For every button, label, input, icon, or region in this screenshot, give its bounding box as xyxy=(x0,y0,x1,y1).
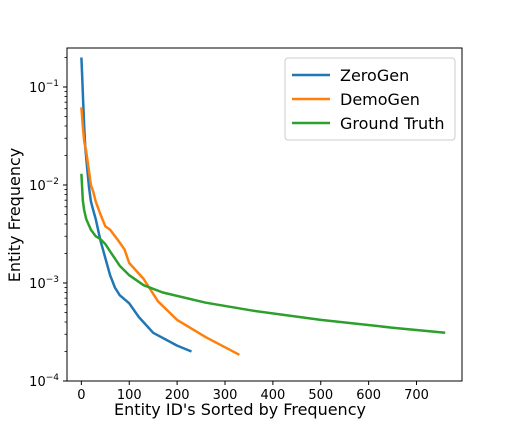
x-tick-label: 400 xyxy=(260,388,285,403)
y-tick-label: 10−1 xyxy=(29,79,59,96)
y-tick-label: 10−3 xyxy=(29,275,59,292)
x-tick-label: 200 xyxy=(165,388,190,403)
x-tick-label: 0 xyxy=(77,388,85,403)
series-line-ground-truth xyxy=(80,173,446,335)
legend-label-zerogen: ZeroGen xyxy=(340,66,409,85)
legend: ZeroGen DemoGen Ground Truth xyxy=(284,57,456,141)
x-tick-label: 600 xyxy=(356,388,381,403)
y-axis-title: Entity Frequency xyxy=(5,148,24,282)
legend-label-demogen: DemoGen xyxy=(340,90,420,109)
y-tick-label: 10−4 xyxy=(29,373,59,390)
legend-label-ground-truth: Ground Truth xyxy=(340,114,445,133)
series-line-demogen xyxy=(80,107,240,356)
x-tick-label: 300 xyxy=(213,388,238,403)
x-tick-label: 100 xyxy=(117,388,142,403)
y-axis-ticks: 10−4 10−3 10−2 10−1 xyxy=(29,57,67,390)
series-line-zerogen xyxy=(80,57,192,353)
legend-box xyxy=(284,57,456,141)
series-lines xyxy=(80,57,446,356)
y-tick-label: 10−2 xyxy=(29,177,59,194)
x-tick-label: 700 xyxy=(404,388,429,403)
x-axis-title: Entity ID's Sorted by Frequency xyxy=(114,400,366,419)
x-tick-label: 500 xyxy=(308,388,333,403)
x-axis-ticks: 0 100 200 300 400 500 600 700 xyxy=(77,381,429,403)
